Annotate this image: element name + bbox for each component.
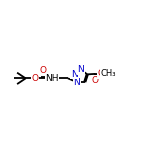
Text: N: N	[77, 65, 84, 74]
Text: N: N	[73, 78, 80, 86]
Text: CH₃: CH₃	[100, 69, 116, 78]
Text: NH: NH	[45, 74, 59, 83]
Text: N: N	[71, 70, 78, 79]
Text: O: O	[92, 76, 99, 85]
Text: O: O	[32, 74, 39, 83]
Text: O: O	[39, 66, 46, 75]
Text: O: O	[98, 69, 105, 78]
